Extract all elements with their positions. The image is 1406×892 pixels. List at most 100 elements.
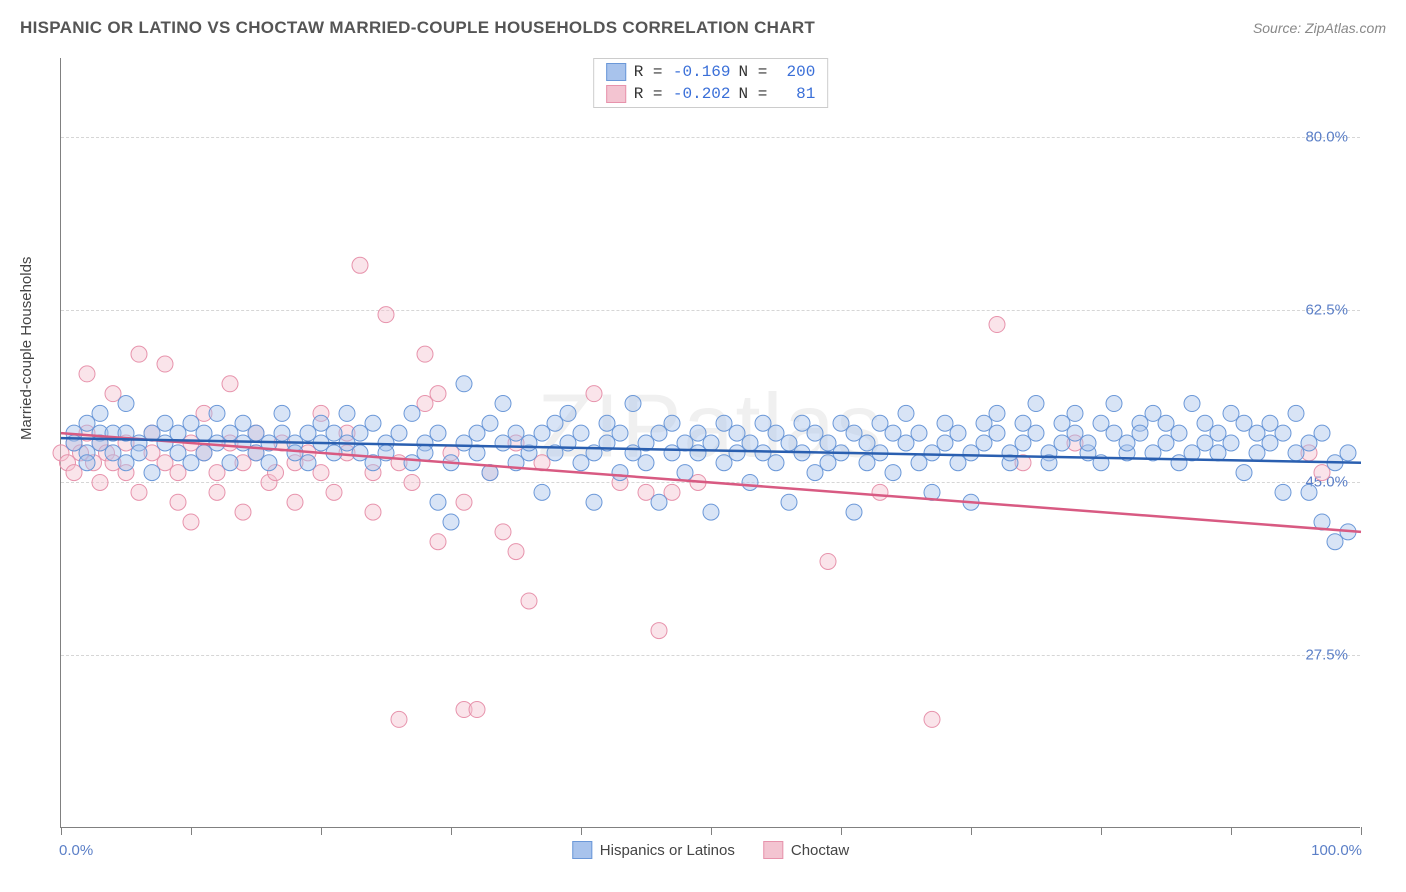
bottom-legend: Hispanics or Latinos Choctaw	[572, 841, 849, 859]
stat-r-value-hispanic: -0.169	[671, 63, 731, 81]
data-point	[1223, 435, 1239, 451]
data-point	[1158, 435, 1174, 451]
data-point	[963, 445, 979, 461]
stats-row-hispanic: R = -0.169 N = 200	[594, 61, 828, 83]
data-point	[482, 415, 498, 431]
chart-source: Source: ZipAtlas.com	[1253, 20, 1386, 36]
data-point	[469, 702, 485, 718]
data-point	[1067, 425, 1083, 441]
data-point	[716, 455, 732, 471]
data-point	[820, 553, 836, 569]
data-point	[768, 425, 784, 441]
x-axis-max-label: 100.0%	[1311, 842, 1362, 859]
data-point	[664, 445, 680, 461]
data-point	[521, 435, 537, 451]
x-tick	[1231, 827, 1232, 835]
data-point	[1184, 396, 1200, 412]
x-tick	[191, 827, 192, 835]
data-point	[1106, 396, 1122, 412]
data-point	[170, 494, 186, 510]
data-point	[1002, 445, 1018, 461]
data-point	[976, 435, 992, 451]
data-point	[352, 445, 368, 461]
data-point	[781, 435, 797, 451]
data-point	[1288, 405, 1304, 421]
data-point	[872, 484, 888, 500]
data-point	[1249, 425, 1265, 441]
data-point	[209, 435, 225, 451]
legend-swatch-choctaw	[763, 841, 783, 859]
data-point	[79, 455, 95, 471]
data-point	[911, 425, 927, 441]
data-point	[326, 425, 342, 441]
data-point	[846, 504, 862, 520]
data-point	[235, 415, 251, 431]
data-point	[352, 257, 368, 273]
data-point	[885, 425, 901, 441]
data-point	[976, 415, 992, 431]
data-point	[404, 455, 420, 471]
data-point	[1028, 425, 1044, 441]
data-point	[300, 455, 316, 471]
data-point	[131, 346, 147, 362]
data-point	[365, 415, 381, 431]
data-point	[781, 494, 797, 510]
data-point	[235, 504, 251, 520]
data-point	[508, 425, 524, 441]
data-point	[508, 544, 524, 560]
data-point	[1210, 425, 1226, 441]
data-point	[66, 465, 82, 481]
data-point	[157, 435, 173, 451]
data-point	[755, 445, 771, 461]
legend-label-choctaw: Choctaw	[791, 842, 849, 859]
x-axis-min-label: 0.0%	[59, 842, 93, 859]
data-point	[1015, 415, 1031, 431]
data-point	[651, 425, 667, 441]
data-point	[1197, 415, 1213, 431]
data-point	[404, 474, 420, 490]
data-point	[1249, 445, 1265, 461]
data-point	[937, 415, 953, 431]
data-point	[105, 445, 121, 461]
data-point	[183, 455, 199, 471]
data-point	[690, 425, 706, 441]
data-point	[209, 465, 225, 481]
data-point	[521, 593, 537, 609]
data-point	[157, 415, 173, 431]
data-point	[495, 524, 511, 540]
data-point	[1223, 405, 1239, 421]
stat-r-label: R =	[634, 85, 663, 103]
data-point	[1327, 534, 1343, 550]
data-point	[131, 445, 147, 461]
data-point	[1262, 415, 1278, 431]
data-point	[534, 484, 550, 500]
data-point	[1028, 396, 1044, 412]
data-point	[1145, 405, 1161, 421]
data-point	[378, 307, 394, 323]
data-point	[1275, 484, 1291, 500]
data-point	[573, 425, 589, 441]
data-point	[703, 435, 719, 451]
data-point	[924, 711, 940, 727]
data-point	[1340, 445, 1356, 461]
data-point	[1119, 435, 1135, 451]
data-point	[456, 376, 472, 392]
data-point	[131, 484, 147, 500]
data-point	[612, 465, 628, 481]
x-tick	[1101, 827, 1102, 835]
data-point	[1314, 465, 1330, 481]
legend-swatch-hispanic	[572, 841, 592, 859]
x-tick	[451, 827, 452, 835]
data-point	[170, 445, 186, 461]
data-point	[586, 386, 602, 402]
x-tick	[321, 827, 322, 835]
data-point	[885, 465, 901, 481]
data-point	[417, 396, 433, 412]
data-point	[287, 494, 303, 510]
data-point	[430, 386, 446, 402]
data-point	[1197, 435, 1213, 451]
swatch-hispanic	[606, 63, 626, 81]
data-point	[209, 405, 225, 421]
stats-row-choctaw: R = -0.202 N = 81	[594, 83, 828, 105]
data-point	[807, 465, 823, 481]
